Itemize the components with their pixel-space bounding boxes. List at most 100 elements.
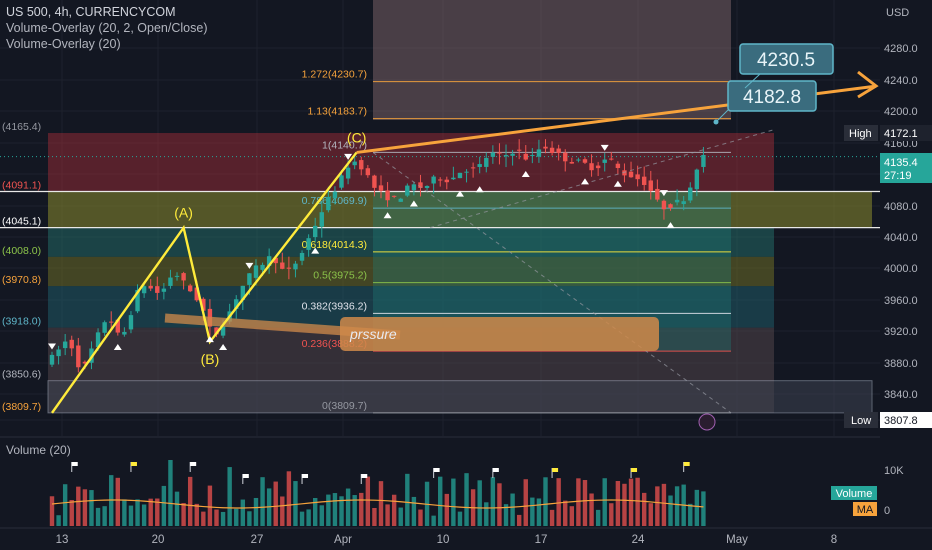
volume-bar <box>378 481 384 526</box>
volume-bar <box>602 478 607 526</box>
x-tick-label: 13 <box>56 534 69 546</box>
y-tick-label: 3960.0 <box>884 295 918 307</box>
fib-label: 0.382(3936.2) <box>302 300 367 312</box>
fib-label: 0.5(3975.2) <box>313 270 367 282</box>
chart-title[interactable]: US 500, 4h, CURRENCYCOM <box>6 5 176 19</box>
volume-bar <box>181 502 186 526</box>
volume-bar <box>326 494 331 526</box>
volume-bar <box>477 480 482 526</box>
buy-signal-triangle <box>311 247 320 254</box>
sell-signal-triangle <box>600 144 609 151</box>
candle-body <box>516 149 522 151</box>
candle-body <box>253 265 259 278</box>
candle-body <box>655 188 660 200</box>
left-level-label: (4008.0) <box>2 245 41 257</box>
volume-bar <box>260 477 265 526</box>
volume-bar <box>595 509 601 526</box>
left-level-label: (4091.1) <box>2 179 41 191</box>
high-value-bg <box>880 125 932 141</box>
candle-body <box>161 288 167 292</box>
volume-bar <box>635 477 640 526</box>
candle-body <box>122 331 127 335</box>
candle-body <box>378 185 384 191</box>
elliott-wave: (A) (B) (C) <box>51 129 366 414</box>
candle-body <box>319 212 324 227</box>
candle-body <box>115 319 120 333</box>
candle-body <box>602 159 607 163</box>
target-value-upper: 4230.5 <box>757 50 815 71</box>
candle-body <box>484 157 489 167</box>
volume-bar <box>609 503 614 526</box>
volume-bar <box>319 505 324 526</box>
volume-bar <box>490 477 496 526</box>
callout-leader <box>715 109 729 123</box>
left-level-label: (3970.8) <box>2 274 41 286</box>
dashed-line <box>372 152 732 414</box>
x-tick-label: May <box>726 534 748 546</box>
candle-body <box>102 322 107 333</box>
buy-signal-triangle <box>455 190 464 197</box>
candle-body <box>681 201 686 205</box>
volume-title: Volume (20) <box>6 443 71 457</box>
volume-badge-bg <box>831 486 877 500</box>
volume-flag <box>631 468 638 472</box>
dashed-line <box>429 128 776 229</box>
candle-body <box>339 175 344 188</box>
countdown: 27:19 <box>884 170 912 182</box>
candle-body <box>661 200 667 210</box>
volume-panel: Volume (20) <box>0 436 932 526</box>
study-legend-2[interactable]: Volume-Overlay (20) <box>6 37 121 51</box>
volume-bar <box>569 506 575 526</box>
volume-bar <box>286 471 292 526</box>
level-lines <box>0 156 880 229</box>
volume-bar <box>438 476 443 526</box>
candle-body <box>582 159 588 163</box>
volume-bar <box>155 498 160 526</box>
candle-body <box>69 339 74 349</box>
low-label-bg <box>844 412 878 428</box>
volume-bar <box>95 507 101 526</box>
high-label: High <box>849 128 872 140</box>
volume-bar <box>313 498 318 526</box>
volume-flag <box>361 474 368 478</box>
volume-tick-label: 10K <box>884 465 904 477</box>
low-value: 3807.8 <box>884 415 918 427</box>
candle-body <box>701 154 706 167</box>
volume-bar <box>668 495 673 526</box>
fibonacci-levels: 1.272(4230.7)1.13(4183.7)1(4140.7)0.786(… <box>302 69 731 414</box>
volume-bar <box>62 484 68 526</box>
volume-bar <box>576 478 581 526</box>
x-tick-label: Apr <box>334 534 352 546</box>
candle-body <box>266 256 272 266</box>
volume-ma-line <box>51 499 704 509</box>
y-tick-label: 4240.0 <box>884 75 918 87</box>
volume-bar <box>622 483 627 526</box>
volume-bar <box>628 478 634 526</box>
candle-body <box>497 152 502 154</box>
volume-bar <box>194 503 199 526</box>
candle-body <box>135 289 140 312</box>
volume-flag <box>552 468 559 472</box>
buy-signal-triangle <box>219 344 228 351</box>
candle-body <box>490 152 496 157</box>
candle-body <box>622 170 627 176</box>
callout-leader <box>744 73 761 89</box>
volume-bar <box>589 493 594 526</box>
volume-bar <box>168 460 173 526</box>
volume-bar <box>299 511 305 526</box>
target-box-lower <box>727 80 817 112</box>
volume-bar <box>510 493 515 526</box>
candle-body <box>556 148 561 153</box>
study-legend-1[interactable]: Volume-Overlay (20, 2, Open/Close) <box>6 21 208 35</box>
time-axis: 13 20 27 Apr 10 17 24 May 8 <box>0 527 932 550</box>
target-value-lower: 4182.8 <box>743 87 801 108</box>
candle-body <box>352 161 357 166</box>
y-tick-label: 3880.0 <box>884 358 918 370</box>
volume-flag <box>492 468 499 472</box>
volume-bar <box>187 476 193 526</box>
candle-body <box>438 179 443 181</box>
sell-signal-triangle <box>344 153 353 160</box>
volume-bar <box>82 489 88 526</box>
buy-signal-triangle <box>205 336 214 343</box>
